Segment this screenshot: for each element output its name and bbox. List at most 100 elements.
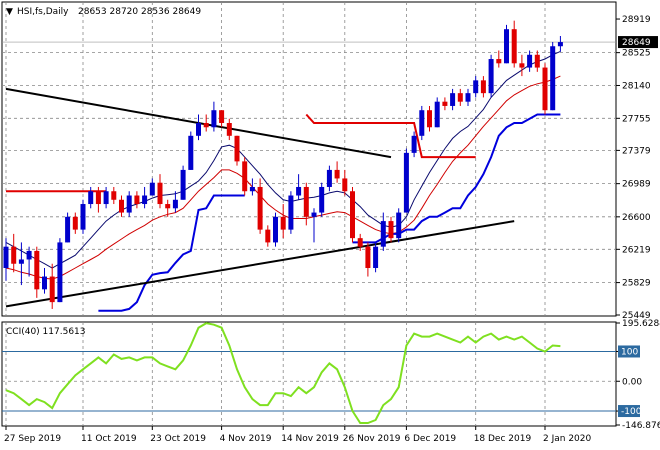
candle-body [226,123,232,136]
trendline [5,220,515,308]
date-tick-label: 4 Nov 2019 [220,434,272,444]
cci-panel-frame [1,321,617,427]
price-axis: 28919 28525 28140 27755 27379 26989 26600 26219… [616,15,658,321]
candle-body [149,182,155,196]
candle-body [326,169,332,187]
candle-body [57,242,63,303]
resistance-step-line [305,113,476,159]
candle-body [542,67,548,111]
candle-body [42,276,47,290]
cci-level-badge [618,405,640,418]
cci-tick-label: 195.6284 [622,319,660,329]
date-tick-label: 6 Dec 2019 [404,434,456,444]
cci-level-label: 100 [621,347,638,357]
candle-body [88,191,94,205]
candle-body [288,195,294,230]
price-tick-label: 27379 [622,146,651,156]
indicator-overlays [5,50,561,312]
candle-body [403,152,409,213]
candle-body [103,191,109,205]
ohlc-values: 28653 28720 28536 28649 [78,7,201,17]
lower-band-line [352,113,561,244]
candle-body [280,216,286,230]
candle-body [219,110,225,124]
price-tick-label: 26219 [622,245,651,255]
candle-body [265,229,271,243]
candle-body [80,204,86,230]
candle-body [319,186,325,213]
candle-body [157,182,163,205]
candle-body [242,161,248,192]
candle-body [249,186,255,192]
candle-body [365,246,371,269]
candle-body [427,110,432,128]
header-arrow-icon: ▼ [6,7,13,17]
candle-body [18,259,24,264]
price-panel-frame [1,1,617,317]
candle-body [111,191,117,200]
cci-tick-label: -146.876 [622,421,660,431]
candle-body [342,178,348,192]
candle-body [334,169,340,179]
candle-body [134,195,140,205]
candle-body [419,110,425,136]
date-tick-label: 14 Nov 2019 [281,434,339,444]
candle-body [350,191,355,239]
candle-body [511,29,517,64]
date-tick-label: 26 Nov 2019 [343,434,401,444]
candle-body [450,93,456,106]
candle-body [203,123,209,128]
date-tick-label: 23 Oct 2019 [150,434,206,444]
candle-body [373,246,379,269]
candle-body [465,93,471,102]
candle-body [26,250,32,260]
price-tick-label: 28140 [622,81,651,91]
candle-body [165,204,171,209]
candle-body [172,199,178,209]
candle-body [396,212,402,239]
candle-body [519,63,525,68]
price-tick-label: 26989 [622,180,651,190]
candle-body [388,221,394,239]
price-tick-label: 27755 [622,114,651,124]
last-price-badge [618,36,658,49]
candle-body [180,169,186,200]
candle-body [234,135,240,162]
candle-body [380,221,386,247]
price-tick-label: 25829 [622,279,651,289]
cci-line [5,322,561,424]
date-axis: 27 Sep 2019 11 Oct 2019 23 Oct 2019 4 Nov 2… [4,426,591,444]
candle-body [11,246,17,264]
price-tick-label: 28525 [622,49,651,59]
candle-body [34,250,40,290]
candle-body [95,191,101,205]
candle-body [49,276,55,303]
candle-body [126,195,132,213]
cci-tick-label: 0.00 [622,377,642,387]
candle-body [488,59,494,94]
cci-grid [2,322,616,426]
candle-body [442,101,448,106]
symbol-label: HSI,fs,Daily [17,7,69,17]
candle-body [3,246,9,269]
candle-body [273,216,278,243]
candle-body [411,135,417,153]
candle-body [504,29,509,64]
candle-body [196,123,201,136]
candle-body [211,110,217,128]
last-price-label: 28649 [622,38,651,48]
candle-body [188,135,194,170]
lower-band-line [98,194,245,312]
cci-header: CCI(40) 117.5613 [6,327,86,337]
candle-body [311,212,317,217]
candle-body [473,80,479,94]
candle-body [142,195,148,205]
cci-indicator [5,322,561,424]
candle-body [527,54,533,68]
candle-body [296,186,302,196]
date-tick-label: 27 Sep 2019 [4,434,61,444]
price-tick-label: 26600 [622,213,651,223]
price-tick-label: 25449 [622,311,651,321]
candle-body [534,54,540,68]
